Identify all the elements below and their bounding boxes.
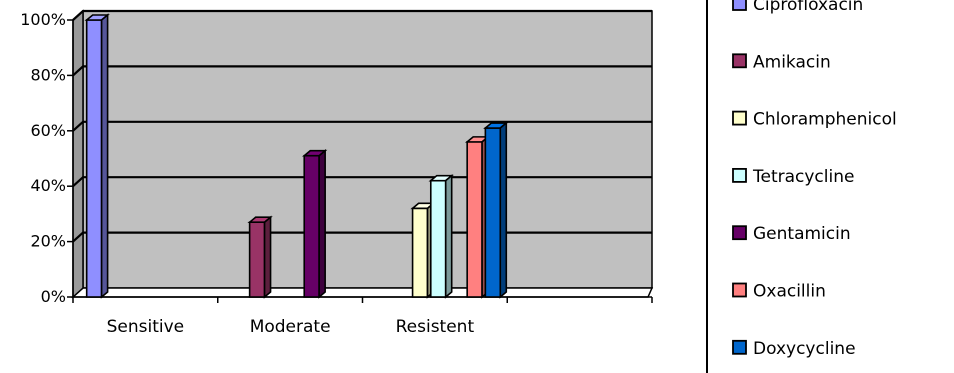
plot-area [82,10,653,289]
gridlines [72,9,652,299]
x-category-label: Resistent [396,317,475,337]
legend-item: Ciprofloxacin [732,0,863,15]
legend-swatch [732,225,747,241]
legend-label: Chloramphenicol [753,110,897,130]
legend-label: Tetracycline [752,167,854,187]
legend-swatch [732,339,747,355]
bar [483,121,509,299]
legend-item: Amikacin [732,52,831,72]
gridline [72,176,652,188]
legend-item: Doxycycline [732,339,856,359]
legend-swatch [732,53,747,69]
legend-item: Gentamicin [732,224,851,244]
y-tick-label: 0% [41,287,66,306]
legend-label: Amikacin [753,52,831,72]
bars [84,13,509,299]
legend-label: Ciprofloxacin [753,0,863,15]
legend-item: Oxacillin [732,282,826,302]
legend-swatch [732,282,747,298]
y-tick-label: 60% [30,121,66,140]
legend-item: Chloramphenicol [732,110,897,130]
legend-label: Oxacillin [753,282,826,302]
x-category-label: Moderate [250,317,331,337]
y-tick-label: 40% [30,176,66,195]
legend: Ciprofloxacin Amikacin Chloramphenicol Tetr… [706,0,897,373]
gridline [72,9,652,21]
x-category-label: Sensitive [107,317,185,337]
y-tick-label: 100% [20,10,66,29]
legend-swatch [732,110,747,126]
legend-swatch [732,0,747,11]
y-axis: 0% 20% 40% 60% 80% 100% [20,10,74,306]
gridline [72,231,652,243]
legend-label: Doxycycline [753,339,856,359]
plot-side-wall [72,9,84,299]
x-axis: Sensitive Moderate Resistent [72,296,653,337]
bar [84,13,110,299]
bar [428,173,454,299]
bar [247,215,273,299]
y-tick-label: 80% [30,65,66,84]
legend-item: Tetracycline [732,167,854,187]
gridline [72,65,652,77]
y-tick-label: 20% [30,232,66,251]
gridline [72,120,652,132]
legend-label: Gentamicin [753,224,851,244]
plot-floor [71,287,654,298]
bar [302,149,328,299]
legend-swatch [732,167,747,183]
